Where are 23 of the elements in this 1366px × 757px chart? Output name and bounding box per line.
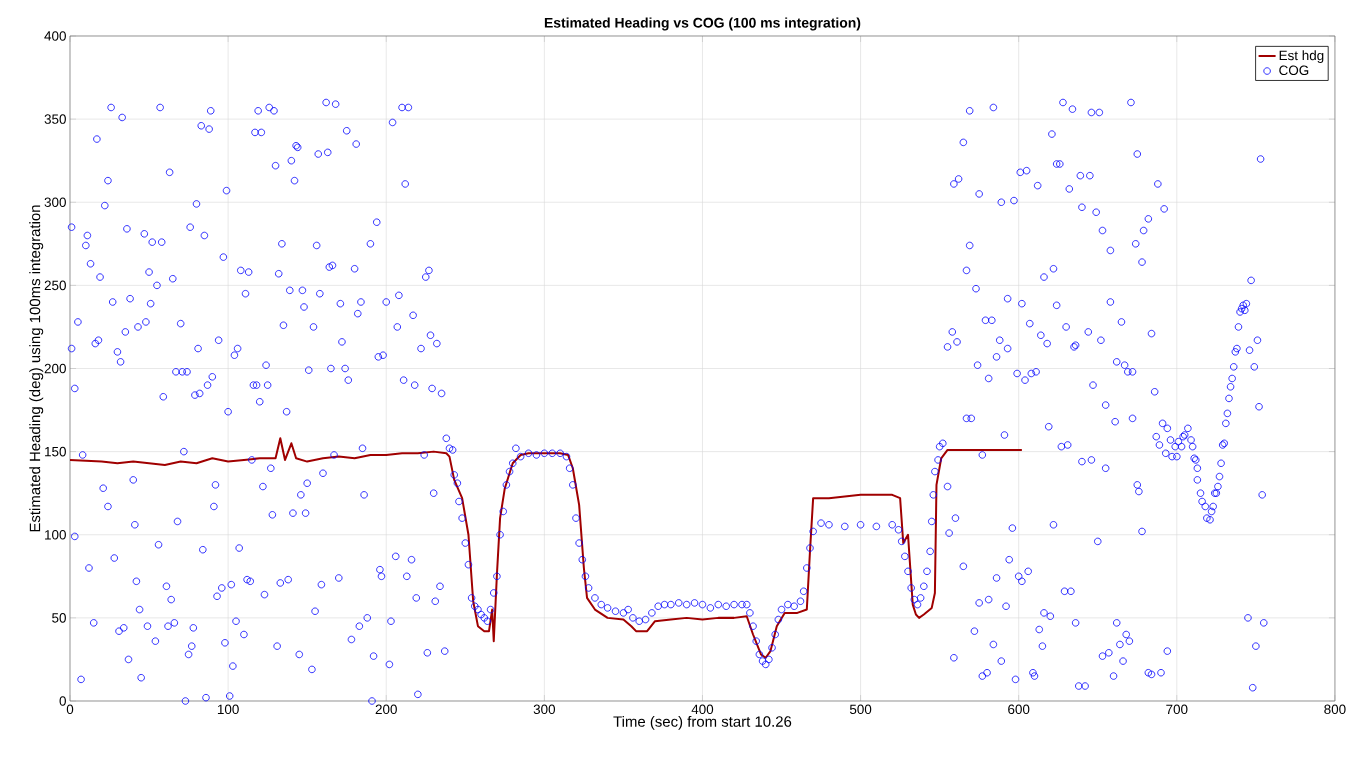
y-tick-label: 400 xyxy=(44,31,66,41)
y-tick-label: 100 xyxy=(45,529,66,540)
y-tick-label: 0 xyxy=(59,696,66,706)
legend-label: COG xyxy=(1279,65,1309,76)
x-tick-label: 600 xyxy=(1008,704,1030,715)
y-axis-title: Estimated Heading (deg) using 100ms integration xyxy=(29,205,44,532)
x-tick-label: 200 xyxy=(375,704,397,715)
x-tick-label: 800 xyxy=(1324,704,1346,715)
x-tick-label: 500 xyxy=(849,704,872,715)
chart-title: Estimated Heading vs COG (100 ms integration) xyxy=(544,17,861,31)
x-tick-label: 700 xyxy=(1166,704,1188,715)
y-tick-label: 50 xyxy=(52,613,66,623)
y-tick-label: 150 xyxy=(45,446,66,457)
x-tick-label: 100 xyxy=(217,704,239,715)
y-tick-label: 250 xyxy=(44,280,66,291)
x-tick-label: 400 xyxy=(691,704,714,715)
x-tick-label: 300 xyxy=(533,704,556,715)
x-tick-label: 0 xyxy=(66,704,74,715)
y-tick-label: 300 xyxy=(44,197,66,207)
y-tick-label: 200 xyxy=(44,363,66,374)
legend-label: Est hdg xyxy=(1279,50,1324,63)
x-axis-title: Time (sec) from start 10.26 xyxy=(613,715,792,730)
y-tick-label: 350 xyxy=(44,114,66,124)
